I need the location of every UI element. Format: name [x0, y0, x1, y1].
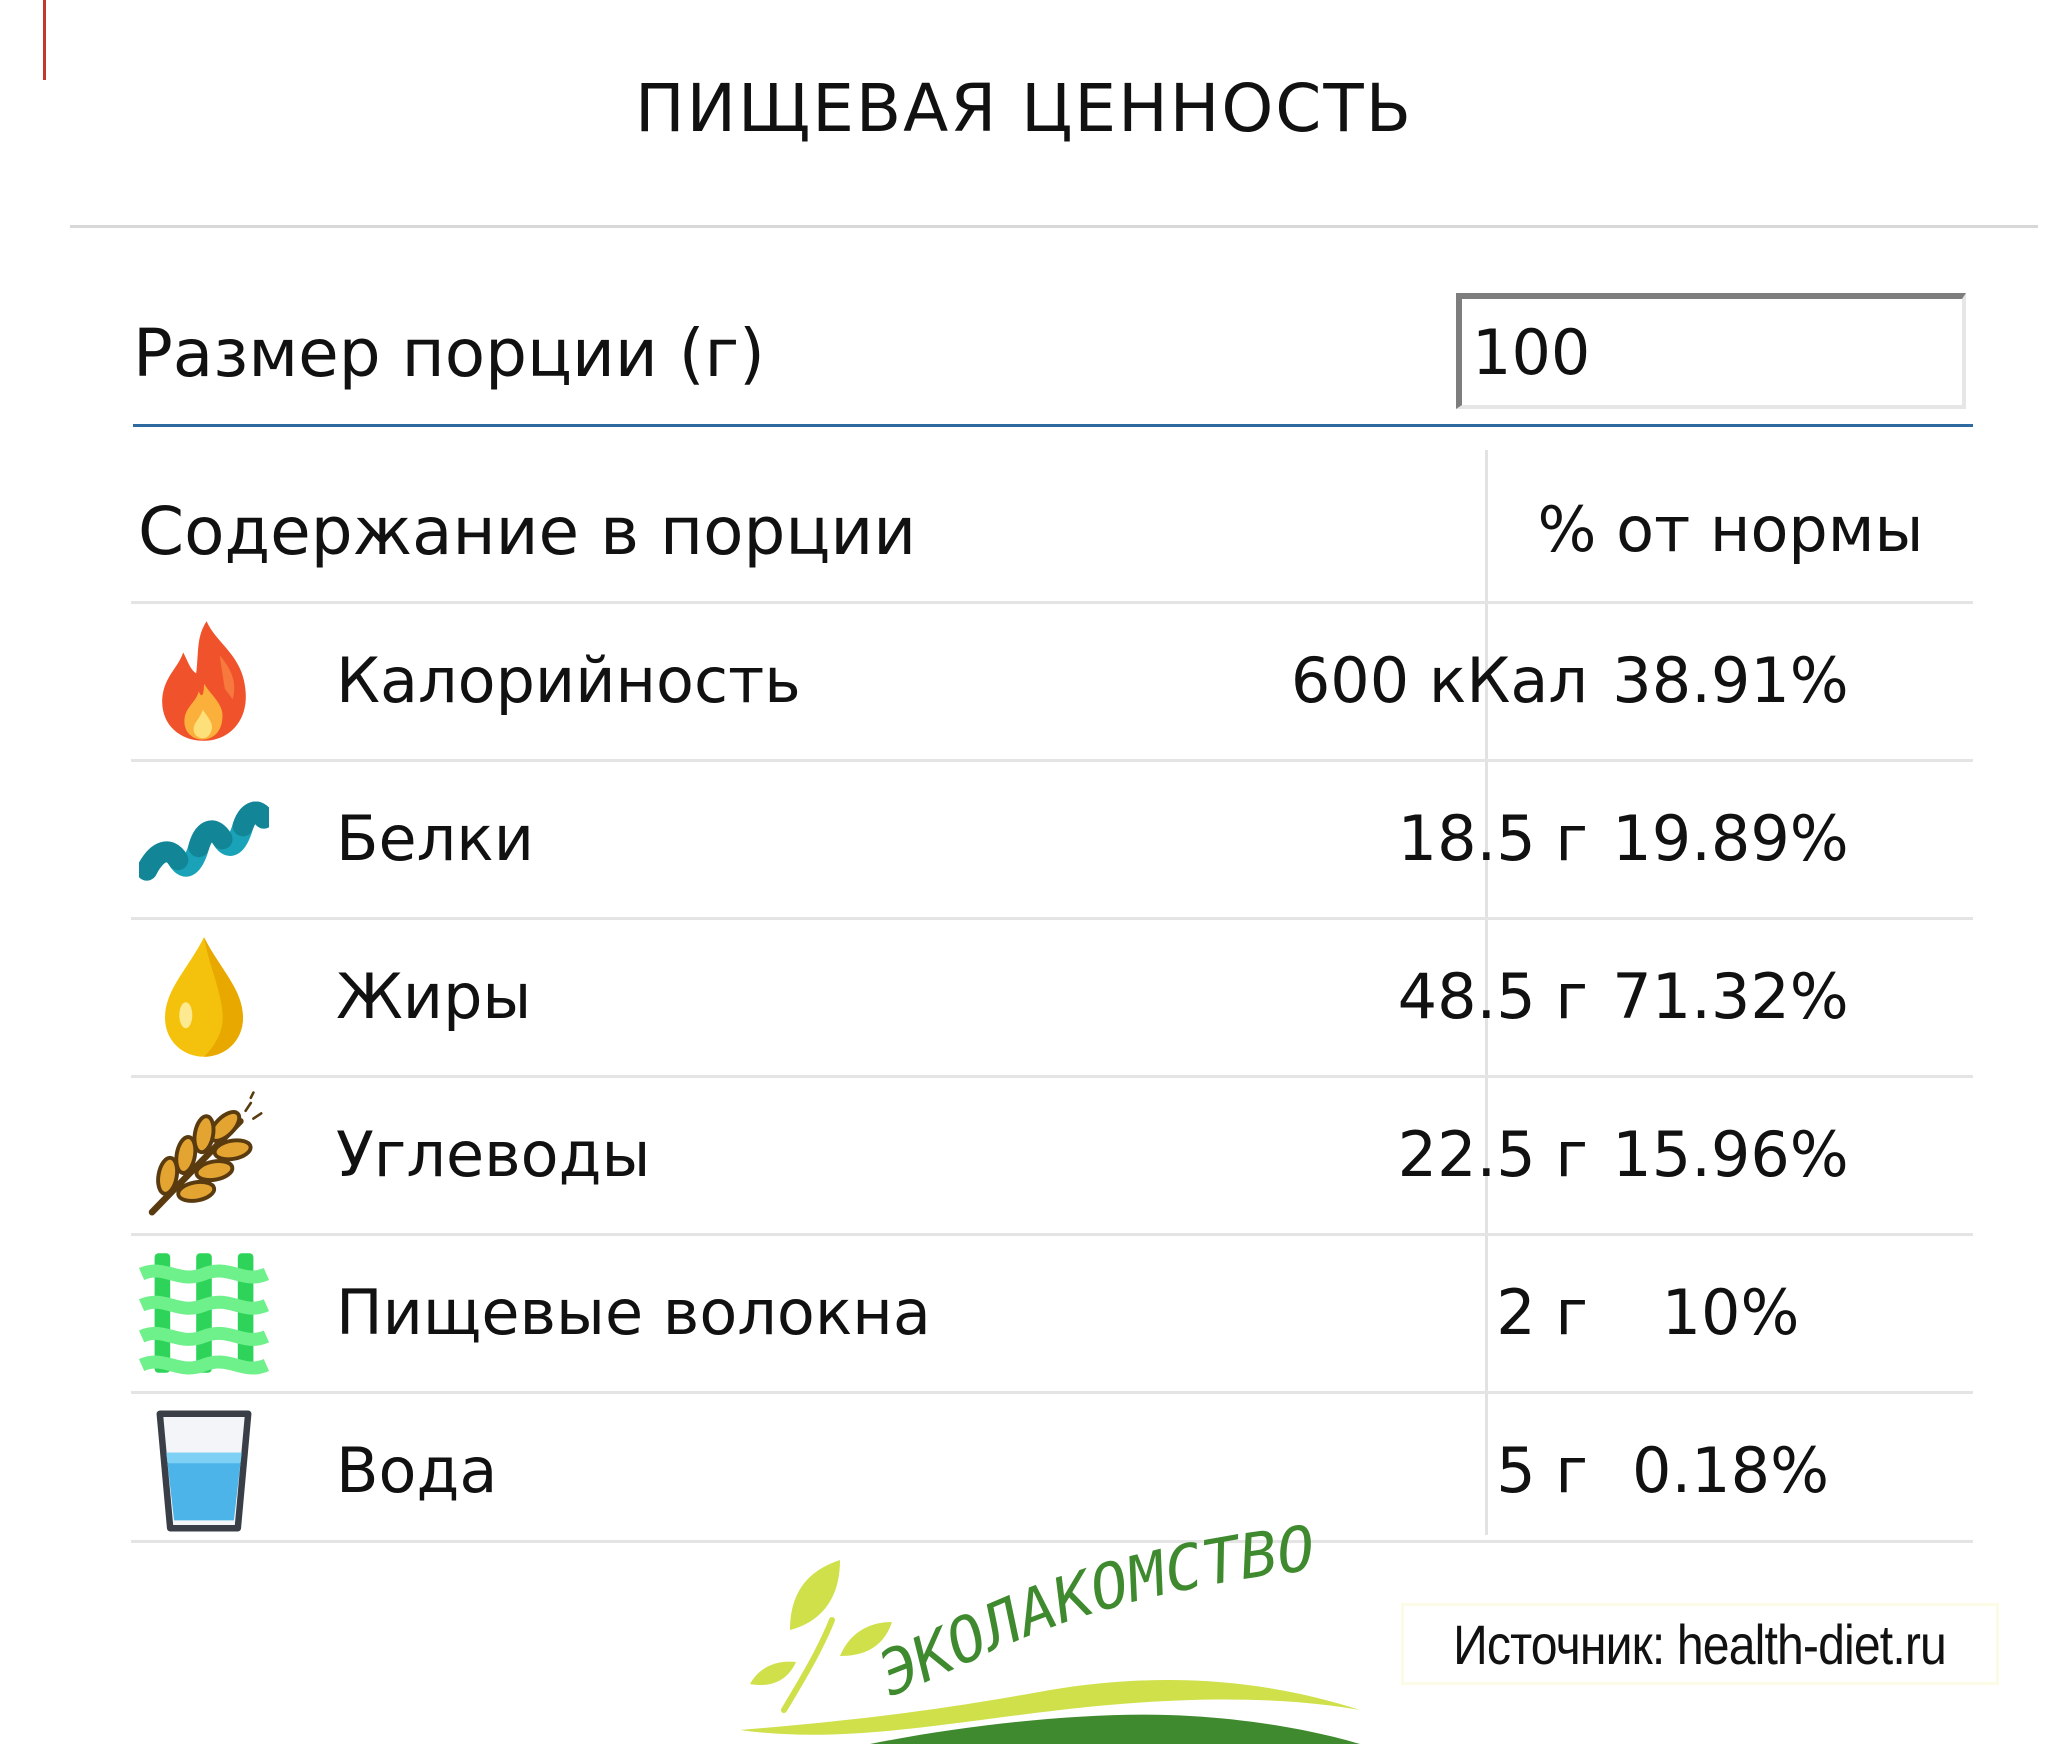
nutrient-row-fiber: Пищевые волокна 2 г 10%	[131, 1236, 1973, 1391]
row-divider	[131, 1233, 1973, 1236]
row-divider	[131, 1540, 1973, 1543]
nutrient-amount: 600 кКал	[1290, 644, 1588, 717]
column-divider	[1485, 450, 1488, 1535]
page-title: ПИЩЕВАЯ ЦЕННОСТЬ	[635, 70, 1413, 147]
nutrient-name: Пищевые волокна	[336, 1276, 931, 1349]
nutrient-amount: 5 г	[1496, 1434, 1588, 1507]
nutrient-name: Калорийность	[336, 644, 801, 717]
nutrient-percent: 71.32%	[1612, 960, 1849, 1033]
ecolakomstvo-logo: ЭКОЛАКОМСТВО	[720, 1510, 1360, 1744]
nutrient-row-protein: Белки 18.5 г 19.89%	[131, 762, 1973, 917]
percent-of-norm-header: % от нормы	[1537, 493, 1924, 566]
nutrient-row-calories: Калорийность 600 кКал 38.91%	[131, 604, 1973, 759]
source-text: Источник: health-diet.ru	[1453, 1612, 1948, 1676]
nutrient-row-carbs: Углеводы 22.5 г 15.96%	[131, 1078, 1973, 1233]
nutrient-row-water: Вода 5 г 0.18%	[131, 1394, 1973, 1549]
nutrient-name: Углеводы	[336, 1118, 651, 1191]
title-divider	[70, 225, 2038, 228]
nutrient-name: Вода	[336, 1434, 498, 1507]
nutrient-name: Жиры	[336, 960, 532, 1033]
nutrient-percent: 10%	[1661, 1276, 1800, 1349]
nutrient-amount: 18.5 г	[1397, 802, 1588, 875]
row-divider	[131, 1075, 1973, 1078]
serving-underline	[133, 424, 1973, 427]
nutrient-percent: 38.91%	[1612, 644, 1849, 717]
content-per-serving-header: Содержание в порции	[138, 493, 917, 570]
nutrient-amount: 48.5 г	[1397, 960, 1588, 1033]
left-accent-line	[43, 0, 46, 80]
serving-size-input[interactable]	[1456, 293, 1966, 409]
nutrient-amount: 22.5 г	[1397, 1118, 1588, 1191]
row-divider	[131, 1391, 1973, 1394]
nutrient-name: Белки	[336, 802, 535, 875]
nutrient-percent: 15.96%	[1612, 1118, 1849, 1191]
water-glass-icon	[139, 1406, 269, 1536]
logo-text: ЭКОЛАКОМСТВО	[869, 1512, 1319, 1711]
flame-icon	[139, 616, 269, 746]
oil-drop-icon	[139, 932, 269, 1062]
nutrient-amount: 2 г	[1496, 1276, 1588, 1349]
wheat-icon	[139, 1090, 269, 1220]
nutrient-percent: 0.18%	[1632, 1434, 1829, 1507]
serving-size-label: Размер порции (г)	[133, 315, 765, 392]
fiber-mesh-icon	[139, 1248, 269, 1378]
row-divider	[131, 601, 1973, 604]
row-divider	[131, 917, 1973, 920]
row-divider	[131, 759, 1973, 762]
protein-helix-icon	[139, 774, 269, 904]
source-box: Источник: health-diet.ru	[1401, 1603, 1999, 1685]
nutrient-row-fats: Жиры 48.5 г 71.32%	[131, 920, 1973, 1075]
nutrient-percent: 19.89%	[1612, 802, 1849, 875]
